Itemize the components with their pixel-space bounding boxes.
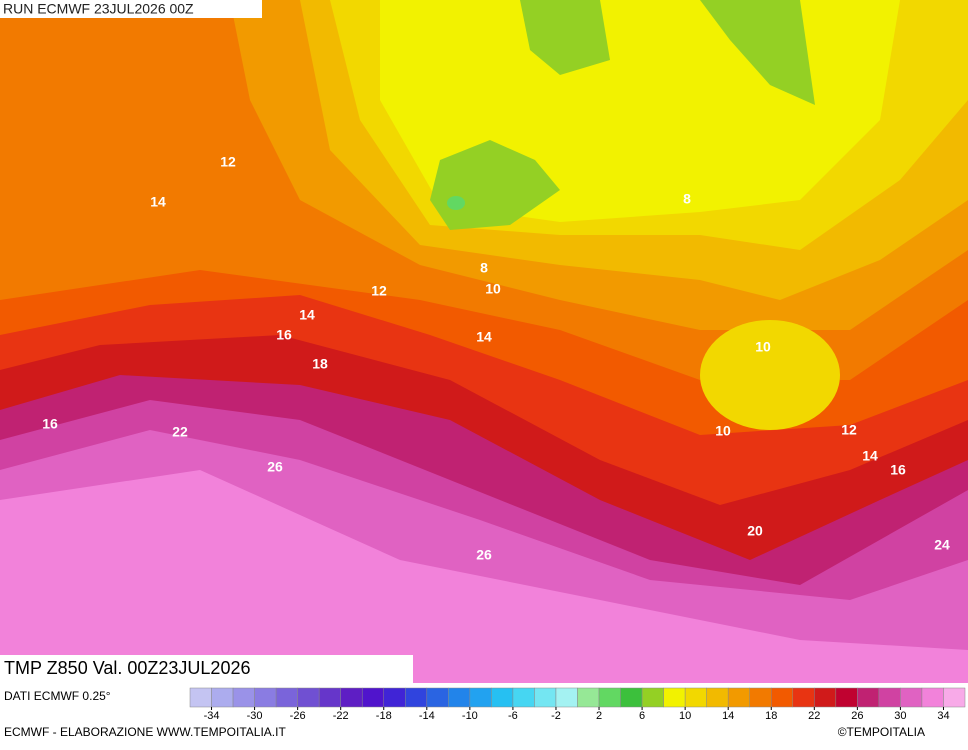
legend-swatch <box>211 687 234 708</box>
legend-swatch <box>620 687 643 708</box>
map-band <box>447 196 465 210</box>
legend-tick-label: -22 <box>333 710 349 722</box>
contour-label: 22 <box>172 424 188 440</box>
legend-swatch <box>792 687 815 708</box>
legend-swatch <box>469 687 492 708</box>
contour-label: 16 <box>42 416 58 432</box>
contour-label: 16 <box>890 462 906 478</box>
legend-swatch <box>878 687 901 708</box>
legend-source: DATI ECMWF 0.25° <box>4 689 111 703</box>
legend-tick-label: 22 <box>808 710 820 722</box>
legend-tick-label: 6 <box>639 710 645 722</box>
run-box <box>0 0 262 18</box>
legend-swatch <box>318 687 341 708</box>
legend-swatch <box>491 687 514 708</box>
map-band <box>700 320 840 430</box>
contour-label: 14 <box>476 329 492 345</box>
legend-swatch <box>900 687 923 708</box>
legend-tick-label: 26 <box>851 710 863 722</box>
legend-tick-label: -14 <box>419 710 435 722</box>
legend-swatch <box>405 687 428 708</box>
legend-swatch <box>275 687 298 708</box>
legend-tick-label: 14 <box>722 710 734 722</box>
contour-label: 26 <box>267 459 283 475</box>
legend-swatch <box>189 687 212 708</box>
contour-label: 8 <box>683 191 691 207</box>
title-box <box>0 655 413 683</box>
legend-swatch <box>814 687 837 708</box>
contour-label: 26 <box>476 547 492 563</box>
legend-tick-label: 18 <box>765 710 777 722</box>
contour-label: 10 <box>715 423 731 439</box>
legend-swatch <box>663 687 686 708</box>
legend-tick-label: 2 <box>596 710 602 722</box>
legend-swatch <box>771 687 794 708</box>
legend-swatch <box>684 687 707 708</box>
legend-tick-label: -2 <box>551 710 561 722</box>
contour-label: 12 <box>841 422 857 438</box>
legend-swatch <box>706 687 729 708</box>
footer-right: ©TEMPOITALIA <box>838 725 925 739</box>
legend-swatch <box>297 687 320 708</box>
legend-swatch <box>534 687 557 708</box>
legend-swatch <box>426 687 449 708</box>
legend-swatch <box>340 687 363 708</box>
legend-tick-label: -6 <box>508 710 518 722</box>
legend-tick-label: 34 <box>937 710 949 722</box>
legend-swatch <box>254 687 277 708</box>
legend-swatch <box>835 687 858 708</box>
legend-swatch <box>512 687 535 708</box>
legend-swatch <box>921 687 944 708</box>
run-label: RUN ECMWF 23JUL2026 00Z <box>3 1 194 17</box>
contour-label: 14 <box>150 194 166 210</box>
legend-swatch <box>383 687 406 708</box>
contour-label: 18 <box>312 356 328 372</box>
legend-swatch <box>943 687 966 708</box>
legend-swatch <box>232 687 255 708</box>
map-title: TMP Z850 Val. 00Z23JUL2026 <box>4 658 250 678</box>
contour-label: 14 <box>299 307 315 323</box>
temperature-map <box>0 0 968 683</box>
footer-left: ECMWF - ELABORAZIONE WWW.TEMPOITALIA.IT <box>4 725 286 739</box>
contour-label: 12 <box>371 283 387 299</box>
legend-tick-label: -18 <box>376 710 392 722</box>
contour-label: 24 <box>934 537 950 553</box>
legend-swatch <box>749 687 772 708</box>
legend-swatch <box>361 687 385 708</box>
contour-label: 20 <box>747 523 763 539</box>
legend-swatch <box>577 687 600 708</box>
legend-tick-label: -30 <box>247 710 263 722</box>
legend-swatch <box>555 687 578 708</box>
legend-tick-label: -26 <box>290 710 306 722</box>
legend-tick-label: -34 <box>204 710 220 722</box>
contour-label: 10 <box>485 281 501 297</box>
legend-swatch <box>448 687 471 708</box>
legend-swatch <box>857 687 880 708</box>
legend-swatch <box>727 687 750 708</box>
contour-label: 10 <box>755 339 771 355</box>
legend-swatch <box>598 687 621 708</box>
legend-tick-label: 30 <box>894 710 906 722</box>
legend-tick-label: -10 <box>462 710 478 722</box>
contour-label: 8 <box>480 260 488 276</box>
legend-tick-label: 10 <box>679 710 691 722</box>
map-band <box>700 0 815 105</box>
legend-swatch <box>641 687 664 708</box>
contour-label: 12 <box>220 154 236 170</box>
contour-label: 16 <box>276 327 292 343</box>
map-band <box>520 0 610 75</box>
contour-label: 14 <box>862 448 878 464</box>
